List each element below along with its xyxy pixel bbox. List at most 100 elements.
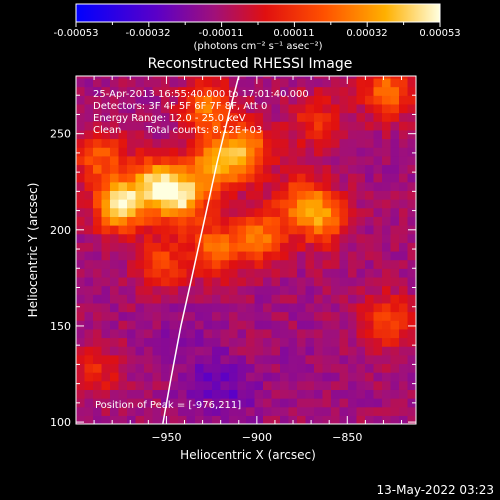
heatmap-cell	[365, 121, 375, 131]
heatmap-cell	[144, 328, 154, 339]
heatmap-cell	[195, 346, 205, 356]
heatmap-cell	[186, 337, 196, 347]
heatmap-cell	[127, 173, 137, 183]
heatmap-cell	[348, 276, 358, 287]
heatmap-cell	[76, 77, 86, 88]
heatmap-cell	[101, 199, 111, 209]
heatmap-cell	[356, 233, 366, 243]
heatmap-cell	[229, 354, 239, 365]
heatmap-cell	[382, 121, 392, 131]
heatmap-cell	[93, 372, 103, 382]
heatmap-cell	[203, 173, 213, 183]
heatmap-cell	[76, 147, 86, 157]
heatmap-cell	[152, 398, 162, 408]
heatmap-cell	[305, 225, 315, 235]
heatmap-cell	[390, 181, 400, 191]
heatmap-cell	[271, 129, 281, 140]
heatmap-cell	[237, 346, 247, 356]
heatmap-cell	[237, 415, 247, 424]
heatmap-cell	[322, 337, 332, 347]
heatmap-cell	[382, 76, 392, 79]
heatmap-cell	[110, 328, 120, 339]
heatmap-cell	[76, 155, 86, 166]
heatmap-cell	[390, 285, 400, 295]
heatmap-cell	[297, 233, 307, 243]
heatmap-cell	[152, 199, 162, 209]
heatmap-cell	[118, 199, 128, 209]
heatmap-cell	[127, 268, 137, 278]
heatmap-cell	[186, 311, 196, 321]
heatmap-cell	[280, 302, 290, 313]
heatmap-cell	[144, 199, 154, 209]
heatmap-cell	[93, 406, 103, 416]
heatmap-cell	[212, 190, 222, 200]
heatmap-cell	[152, 250, 162, 261]
heatmap-cell	[110, 406, 120, 416]
heatmap-cell	[110, 207, 120, 217]
heatmap-cell	[220, 380, 230, 390]
heatmap-cell	[348, 103, 358, 114]
heatmap-cell	[110, 398, 120, 408]
heatmap-cell	[84, 363, 94, 373]
heatmap-cell	[152, 207, 162, 217]
heatmap-cell	[93, 242, 103, 252]
heatmap-cell	[339, 129, 349, 140]
heatmap-cell	[169, 337, 179, 347]
heatmap-cell	[348, 86, 358, 96]
heatmap-cell	[186, 415, 196, 424]
heatmap-cell	[84, 328, 94, 339]
heatmap-cell	[76, 276, 86, 287]
heatmap-cell	[144, 233, 154, 243]
heatmap-cell	[169, 199, 179, 209]
heatmap-cell	[220, 250, 230, 261]
heatmap-cell	[407, 138, 416, 148]
heatmap-cell	[169, 225, 179, 235]
heatmap-cell	[127, 181, 137, 191]
heatmap-cell	[382, 95, 392, 105]
heatmap-cell	[93, 173, 103, 183]
heatmap-cell	[169, 95, 179, 105]
heatmap-cell	[101, 86, 111, 96]
heatmap-cell	[152, 311, 162, 321]
heatmap-cell	[212, 276, 222, 287]
heatmap-cell	[144, 389, 154, 399]
heatmap-cell	[195, 103, 205, 114]
heatmap-cell	[314, 199, 324, 209]
heatmap-cell	[161, 294, 171, 304]
heatmap-cell	[220, 311, 230, 321]
heatmap-cell	[271, 268, 281, 278]
heatmap-cell	[356, 268, 366, 278]
heatmap-cell	[280, 95, 290, 105]
heatmap-cell	[93, 346, 103, 356]
heatmap-cell	[93, 181, 103, 191]
heatmap-cell	[390, 173, 400, 183]
heatmap-cell	[110, 233, 120, 243]
heatmap-cell	[76, 406, 86, 416]
heatmap-cell	[135, 354, 145, 365]
heatmap-cell	[407, 207, 416, 217]
heatmap-cell	[93, 389, 103, 399]
heatmap-cell	[348, 337, 358, 347]
y-tick-label: 200	[50, 224, 71, 237]
heatmap-cell	[348, 76, 358, 79]
heatmap-cell	[144, 77, 154, 88]
heatmap-cell	[127, 285, 137, 295]
heatmap-cell	[76, 207, 86, 217]
heatmap-cell	[93, 216, 103, 226]
heatmap-cell	[186, 320, 196, 330]
heatmap-cell	[161, 77, 171, 88]
heatmap-cell	[178, 173, 188, 183]
heatmap-cell	[407, 190, 416, 200]
heatmap-cell	[169, 77, 179, 88]
heatmap-cell	[297, 380, 307, 390]
heatmap-cell	[110, 225, 120, 235]
heatmap-cell	[220, 155, 230, 166]
footer-date: 13-May-2022 03:23	[377, 483, 494, 497]
heatmap-cell	[263, 155, 273, 166]
heatmap-cell	[305, 77, 315, 88]
heatmap-cell	[280, 199, 290, 209]
heatmap-cell	[76, 294, 86, 304]
heatmap-cell	[356, 155, 366, 166]
heatmap-cell	[271, 259, 281, 269]
heatmap-cell	[365, 415, 375, 424]
